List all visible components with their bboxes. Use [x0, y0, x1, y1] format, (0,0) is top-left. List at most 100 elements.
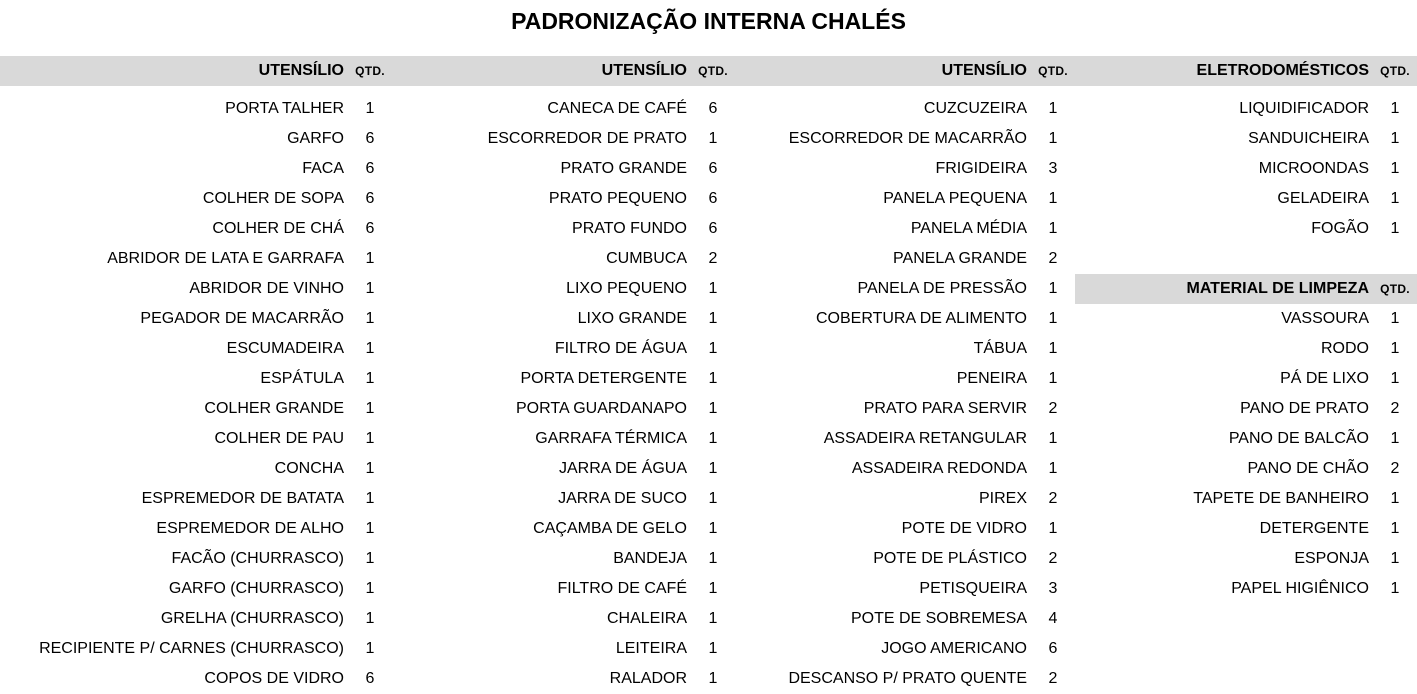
item-name: VASSOURA [1281, 310, 1369, 327]
item-qty: 1 [708, 310, 718, 327]
column-utensils-2: UTENSÍLIO QTD. CANECA DE CAFÉ 6 ESCORREDOR… [392, 56, 735, 694]
item-qty: 2 [1048, 250, 1058, 267]
item-qty: 1 [1048, 430, 1058, 447]
item-qty: 2 [1390, 400, 1400, 417]
table-row: GARFO 6 [0, 124, 392, 154]
table-row: FACÃO (CHURRASCO) 1 [0, 544, 392, 574]
table-row: GARRAFA TÉRMICA 1 [392, 424, 735, 454]
column-header: UTENSÍLIO QTD. [735, 56, 1075, 86]
table-row: GELADEIRA 1 [1075, 184, 1417, 214]
item-name: RODO [1321, 340, 1369, 357]
item-qty: 1 [1390, 220, 1400, 237]
item-name: GELADEIRA [1277, 190, 1369, 207]
cleaning-supplies-header-band: MATERIAL DE LIMPEZA QTD. [1075, 274, 1417, 304]
item-qty: 1 [365, 430, 375, 447]
table-row: PETISQUEIRA 3 [735, 574, 1075, 604]
item-name: LIXO PEQUENO [566, 280, 687, 297]
item-qty: 1 [1048, 370, 1058, 387]
item-name: POTE DE SOBREMESA [850, 610, 1027, 627]
table-row: LEITEIRA 1 [392, 634, 735, 664]
table-row: CANECA DE CAFÉ 6 [392, 94, 735, 124]
table-row: CHALEIRA 1 [392, 604, 735, 634]
column-header-label: UTENSÍLIO [258, 62, 344, 79]
item-qty: 1 [1390, 130, 1400, 147]
table-row: COBERTURA DE ALIMENTO 1 [735, 304, 1075, 334]
table-row: ESCORREDOR DE MACARRÃO 1 [735, 124, 1075, 154]
item-name: PORTA GUARDANAPO [516, 400, 687, 417]
table-row: JARRA DE ÁGUA 1 [392, 454, 735, 484]
item-name: ASSADEIRA RETANGULAR [823, 430, 1027, 447]
item-name: BANDEJA [613, 550, 687, 567]
item-name: COLHER DE SOPA [202, 190, 344, 207]
item-rows: CANECA DE CAFÉ 6 ESCORREDOR DE PRATO 1 PRATO… [392, 94, 735, 694]
item-name: ESCORREDOR DE MACARRÃO [788, 130, 1027, 147]
item-name: PRATO PARA SERVIR [863, 400, 1027, 417]
item-name: PANO DE CHÃO [1247, 460, 1370, 477]
item-qty: 2 [1048, 550, 1058, 567]
item-qty: 1 [708, 610, 718, 627]
item-name: ESPREMEDOR DE ALHO [156, 520, 344, 537]
item-name: PIREX [978, 490, 1027, 507]
item-qty: 1 [708, 460, 718, 477]
item-qty: 1 [365, 520, 375, 537]
table-row: PORTA GUARDANAPO 1 [392, 394, 735, 424]
column-utensils-3: UTENSÍLIO QTD. CUZCUZEIRA 1 ESCORREDOR DE … [735, 56, 1075, 694]
item-name: GARFO [287, 130, 344, 147]
item-name: ASSADEIRA REDONDA [851, 460, 1027, 477]
item-qty: 1 [365, 100, 375, 117]
item-qty: 2 [1048, 490, 1058, 507]
item-name: PORTA TALHER [225, 100, 344, 117]
item-qty: 1 [708, 670, 718, 687]
item-qty: 1 [708, 280, 718, 297]
table-row: ASSADEIRA REDONDA 1 [735, 454, 1075, 484]
item-name: CAÇAMBA DE GELO [533, 520, 687, 537]
table-row: ABRIDOR DE LATA E GARRAFA 1 [0, 244, 392, 274]
table-row: COLHER GRANDE 1 [0, 394, 392, 424]
item-qty: 1 [365, 280, 375, 297]
item-name: RALADOR [609, 670, 687, 687]
table-row: COLHER DE SOPA 6 [0, 184, 392, 214]
item-rows: CUZCUZEIRA 1 ESCORREDOR DE MACARRÃO 1 FRIGID… [735, 94, 1075, 694]
item-qty: 1 [365, 370, 375, 387]
item-qty: 6 [1048, 640, 1058, 657]
item-name: PANELA GRANDE [893, 250, 1027, 267]
table-row: COLHER DE PAU 1 [0, 424, 392, 454]
item-qty: 6 [365, 130, 375, 147]
item-qty: 1 [1390, 100, 1400, 117]
item-name: JARRA DE ÁGUA [558, 460, 687, 477]
table-row: PANELA PEQUENA 1 [735, 184, 1075, 214]
column-header: UTENSÍLIO QTD. [392, 56, 735, 86]
item-name: PRATO GRANDE [560, 160, 687, 177]
table-row: JOGO AMERICANO 6 [735, 634, 1075, 664]
table-row: BANDEJA 1 [392, 544, 735, 574]
item-qty: 3 [1048, 160, 1058, 177]
item-name: PORTA DETERGENTE [520, 370, 687, 387]
item-name: FILTRO DE CAFÉ [557, 580, 688, 597]
item-qty: 6 [708, 190, 718, 207]
item-name: JOGO AMERICANO [881, 640, 1027, 657]
column-header-label: ELETRODOMÉSTICOS [1196, 62, 1369, 79]
table-row: POTE DE VIDRO 1 [735, 514, 1075, 544]
item-qty: 1 [365, 580, 375, 597]
item-qty: 1 [708, 370, 718, 387]
item-name: JARRA DE SUCO [558, 490, 687, 507]
table-row: MICROONDAS 1 [1075, 154, 1417, 184]
table-row: FOGÃO 1 [1075, 214, 1417, 244]
item-qty: 2 [708, 250, 718, 267]
item-name: COLHER GRANDE [204, 400, 344, 417]
table-row: ESPREMEDOR DE BATATA 1 [0, 484, 392, 514]
table-row: SANDUICHEIRA 1 [1075, 124, 1417, 154]
item-name: COBERTURA DE ALIMENTO [815, 310, 1027, 327]
table-row: PENEIRA 1 [735, 364, 1075, 394]
column-header: ELETRODOMÉSTICOS QTD. [1075, 56, 1417, 86]
table-row: PANO DE CHÃO 2 [1075, 454, 1417, 484]
item-name: POTE DE VIDRO [901, 520, 1027, 537]
table-row: ESCUMADEIRA 1 [0, 334, 392, 364]
item-qty: 1 [1048, 310, 1058, 327]
item-name: CONCHA [274, 460, 344, 477]
item-name: PANELA DE PRESSÃO [857, 280, 1027, 297]
item-name: LIQUIDIFICADOR [1239, 100, 1369, 117]
item-name: PANELA PEQUENA [883, 190, 1027, 207]
table-row: FRIGIDEIRA 3 [735, 154, 1075, 184]
table-row: RALADOR 1 [392, 664, 735, 694]
